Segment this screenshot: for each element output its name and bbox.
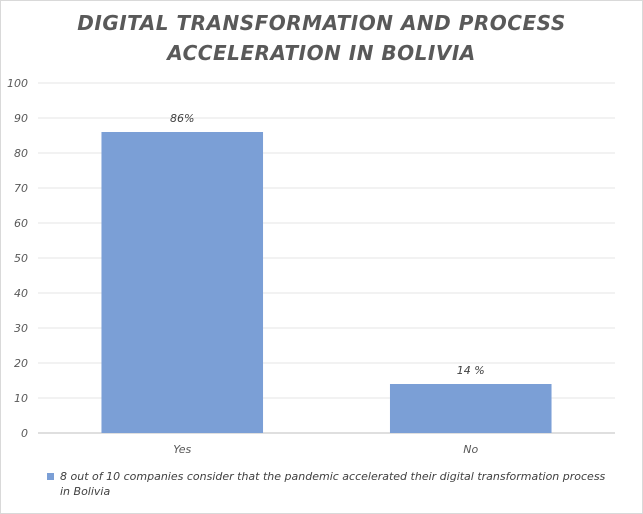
legend-label: 8 out of 10 companies consider that the …: [60, 470, 606, 498]
chart-title: DIGITAL TRANSFORMATION AND PROCESS ACCEL…: [0, 8, 643, 68]
y-tick-label: 10: [14, 392, 28, 405]
bars: [101, 132, 552, 433]
bar: [101, 132, 264, 433]
bar: [389, 384, 552, 433]
x-tick-label: No: [463, 443, 478, 456]
legend-swatch: [47, 473, 54, 480]
y-tick-label: 40: [14, 287, 28, 300]
y-tick-label: 100: [7, 77, 28, 90]
bar-data-label: 14 %: [457, 364, 485, 377]
y-tick-label: 50: [14, 252, 28, 265]
y-tick-label: 80: [14, 147, 28, 160]
y-tick-label: 20: [14, 357, 28, 370]
bar-data-label: 86%: [170, 112, 194, 125]
legend: 8 out of 10 companies consider that the …: [47, 469, 617, 499]
chart-title-line-1: DIGITAL TRANSFORMATION AND PROCESS: [77, 11, 566, 35]
y-tick-label: 0: [21, 427, 28, 440]
y-tick-label: 70: [14, 182, 28, 195]
y-tick-label: 60: [14, 217, 28, 230]
chart-title-line-2: ACCELERATION IN BOLIVIA: [167, 41, 476, 65]
x-axis-ticks: Yes No: [173, 443, 478, 456]
y-axis-ticks: 0 10 20 30 40 50 60 70 80 90 100: [7, 77, 28, 440]
y-tick-label: 90: [14, 112, 28, 125]
y-tick-label: 30: [14, 322, 28, 335]
data-labels: 86% 14 %: [170, 112, 485, 377]
x-tick-label: Yes: [173, 443, 191, 456]
